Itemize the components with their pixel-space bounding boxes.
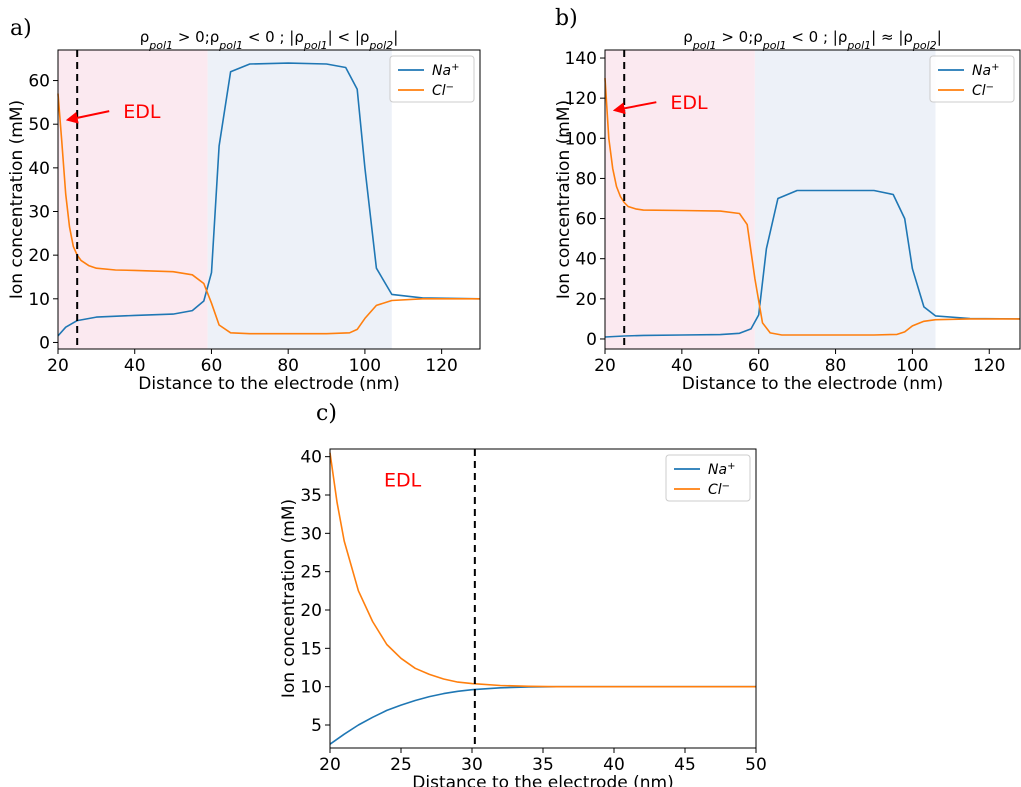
y-tick-label: 40 (300, 448, 322, 468)
legend-label: Cl− (708, 481, 730, 499)
y-tick-label: 40 (575, 250, 597, 270)
x-tick-label: 20 (47, 356, 69, 376)
y-tick-label: 80 (575, 169, 597, 189)
x-tick-label: 60 (748, 356, 770, 376)
x-tick-label: 80 (825, 356, 847, 376)
x-tick-label: 120 (425, 356, 457, 376)
y-tick-label: 15 (300, 639, 322, 659)
y-tick-label: 60 (575, 210, 597, 230)
y-tick-label: 20 (300, 601, 322, 621)
panel-letter: a) (10, 16, 32, 41)
shaded-region-1 (58, 50, 208, 349)
y-tick-label: 140 (565, 49, 597, 69)
y-tick-label: 50 (28, 115, 50, 135)
y-tick-label: 30 (300, 524, 322, 544)
y-tick-label: 25 (300, 563, 322, 583)
shaded-region-1 (605, 50, 755, 349)
series-line-cl (329, 452, 756, 688)
y-axis-label: Ion concentration (mM) (554, 100, 574, 299)
chart-panel-3: c)20 25 30 35 40 45 50510152025303540Distance … (279, 401, 767, 787)
x-axis-label: Distance to the electrode (nm) (682, 374, 943, 394)
x-tick-label: 20 (319, 755, 341, 775)
chart-title: ρpol1 > 0;ρpol1 < 0 ; |ρpol1| ≈ |ρpol2| (683, 28, 942, 52)
edl-annotation: EDL (123, 101, 161, 123)
y-tick-label: 100 (565, 129, 597, 149)
series-line-na (57, 62, 481, 337)
y-tick-label: 120 (565, 89, 597, 109)
panel-letter: b) (555, 6, 578, 31)
x-tick-label: 25 (390, 755, 412, 775)
series-line-cl (57, 93, 480, 335)
shaded-region-2 (207, 50, 392, 349)
chart-title: ρpol1 > 0;ρpol1 < 0 ; |ρpol1| < |ρpol2| (140, 28, 399, 52)
y-tick-label: 5 (311, 716, 322, 736)
series-line-cl (604, 78, 1020, 336)
x-tick-label: 60 (201, 356, 223, 376)
x-tick-label: 20 (594, 356, 616, 376)
legend-label: Na+ (708, 461, 735, 479)
y-tick-label: 35 (300, 486, 322, 506)
x-tick-label: 30 (461, 755, 483, 775)
x-tick-label: 35 (532, 755, 554, 775)
x-axis-label: Distance to the electrode (nm) (412, 773, 673, 787)
legend-label: Na+ (432, 62, 459, 80)
plot-frame (604, 49, 1021, 350)
legend-label: Na+ (972, 62, 999, 80)
x-axis-label: Distance to the electrode (nm) (138, 374, 399, 394)
y-tick-label: 40 (28, 159, 50, 179)
series-line-na (604, 189, 1021, 338)
x-tick-label: 40 (671, 356, 693, 376)
panel-letter: c) (316, 401, 337, 426)
y-tick-label: 20 (28, 246, 50, 266)
x-tick-label: 50 (745, 755, 767, 775)
x-tick-label: 120 (973, 356, 1005, 376)
x-tick-label: 100 (349, 356, 381, 376)
x-tick-label: 40 (124, 356, 146, 376)
edl-annotation: EDL (670, 92, 708, 114)
x-tick-label: 80 (277, 356, 299, 376)
y-tick-label: 20 (575, 290, 597, 310)
y-tick-label: 0 (586, 330, 597, 350)
y-tick-label: 10 (28, 290, 50, 310)
legend-label: Cl− (432, 82, 454, 100)
y-tick-label: 60 (28, 72, 50, 92)
y-tick-label: 0 (39, 333, 50, 353)
x-tick-label: 100 (896, 356, 928, 376)
edl-arrow (65, 110, 110, 124)
y-tick-label: 30 (28, 203, 50, 223)
chart-panel-2: b) 20 40 60 80 100 120 0 20 40 60 80 100 120 140 Distan… (554, 6, 1021, 394)
plot-frame (57, 49, 481, 350)
legend-label: Cl− (972, 82, 994, 100)
x-tick-label: 45 (674, 755, 696, 775)
x-tick-label: 40 (603, 755, 625, 775)
edl-annotation: EDL (384, 470, 422, 492)
edl-arrow (612, 101, 657, 115)
series-line-na (329, 685, 756, 745)
y-axis-label: Ion concentration (mM) (279, 499, 299, 698)
y-axis-label: Ion concentration (mM) (7, 100, 27, 299)
y-tick-label: 10 (300, 678, 322, 698)
shaded-region-2 (754, 50, 936, 349)
